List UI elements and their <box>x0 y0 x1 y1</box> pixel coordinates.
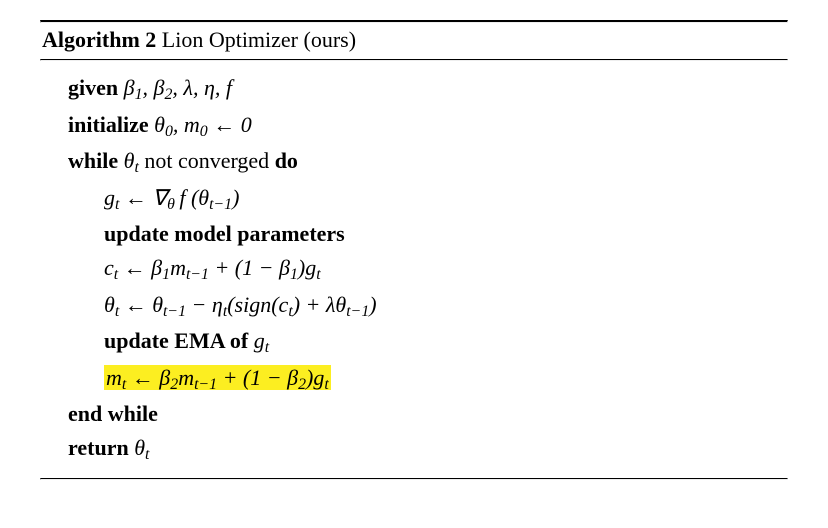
update-params-line: update model parameters <box>68 217 788 251</box>
algorithm-body: given β1, β2, λ, η, f initialize θ0, m0 … <box>40 61 788 478</box>
update-ema-var: gt <box>254 328 269 353</box>
algorithm-title-line: Algorithm 2 Lion Optimizer (ours) <box>40 23 788 59</box>
while-line: while θt not converged do <box>68 144 788 181</box>
initialize-expr: θ0, m0 ← 0 <box>154 112 252 137</box>
update-params-keyword: update model parameters <box>104 221 345 246</box>
end-while-keyword: end while <box>68 401 158 426</box>
algorithm-name: Lion Optimizer (ours) <box>156 27 356 52</box>
algorithm-number: Algorithm 2 <box>42 27 156 52</box>
theta-line: θt ← θt−1 − ηt(sign(ct) + λθt−1) <box>68 288 788 325</box>
while-cond-text: not converged <box>144 148 274 173</box>
update-ema-line: update EMA of gt <box>68 324 788 361</box>
bottom-rule <box>40 478 788 480</box>
return-line: return θt <box>68 431 788 468</box>
given-line: given β1, β2, λ, η, f <box>68 71 788 108</box>
while-keyword: while <box>68 148 124 173</box>
return-value: θt <box>134 435 149 460</box>
algorithm-block: Algorithm 2 Lion Optimizer (ours) given … <box>40 20 788 480</box>
given-keyword: given <box>68 75 124 100</box>
initialize-keyword: initialize <box>68 112 154 137</box>
theta-expr: θt ← θt−1 − ηt(sign(ct) + λθt−1) <box>104 292 377 317</box>
c-expr: ct ← β1mt−1 + (1 − β1)gt <box>104 255 321 280</box>
while-cond: θt <box>124 148 139 173</box>
initialize-line: initialize θ0, m0 ← 0 <box>68 108 788 145</box>
update-ema-keyword: update EMA of <box>104 328 254 353</box>
end-while-line: end while <box>68 397 788 431</box>
gradient-line: gt ← ∇θ f (θt−1) <box>68 181 788 218</box>
given-params: β1, β2, λ, η, f <box>124 75 232 100</box>
m-line: mt ← β2mt−1 + (1 − β2)gt <box>68 361 788 398</box>
m-expr-highlight: mt ← β2mt−1 + (1 − β2)gt <box>104 365 331 390</box>
gradient-expr: gt ← ∇θ f (θt−1) <box>104 185 239 210</box>
do-keyword: do <box>275 148 298 173</box>
return-keyword: return <box>68 435 134 460</box>
c-line: ct ← β1mt−1 + (1 − β1)gt <box>68 251 788 288</box>
